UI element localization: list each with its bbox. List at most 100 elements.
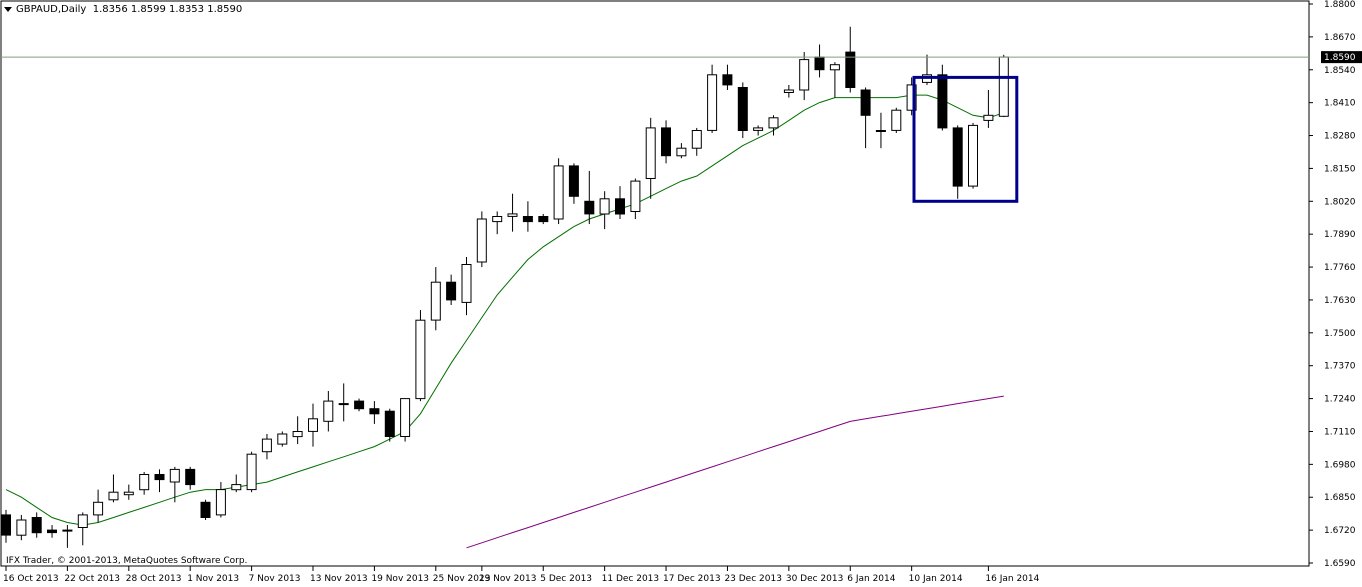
candle-body-bear: [568, 165, 579, 197]
candle: [62, 525, 73, 548]
candle: [553, 158, 564, 225]
y-tick-label: 1.7630: [1324, 296, 1356, 306]
candle-body-bull: [246, 453, 257, 491]
candle-body-bull: [16, 519, 27, 536]
candle: [507, 193, 518, 232]
candle-body-bull: [123, 491, 134, 496]
candle-body-bear: [584, 200, 595, 215]
candle: [261, 434, 272, 460]
y-tick-label: 1.8150: [1324, 164, 1356, 174]
candle: [783, 84, 794, 98]
candle-body-bull: [630, 180, 641, 213]
candle-body-bull: [139, 474, 150, 491]
candle-body-bull: [308, 418, 318, 432]
x-tick-label: 29 Nov 2013: [479, 574, 537, 584]
x-axis: 16 Oct 2013 22 Oct 2013 28 Oct 2013 1 Nov 2…: [3, 566, 1040, 584]
candle-body-bear: [845, 51, 856, 88]
candle-body-bull: [983, 114, 994, 121]
candle: [615, 186, 625, 219]
candles: [1, 26, 1009, 548]
y-tick-label: 1.8540: [1324, 66, 1356, 76]
y-tick-label: 1.8800: [1324, 0, 1356, 10]
x-tick-label: 6 Jan 2014: [847, 574, 895, 584]
candle-body-bull: [645, 127, 656, 179]
candle-body-bear: [200, 501, 211, 518]
candle-body-bull: [292, 431, 303, 438]
y-tick-label: 1.7370: [1324, 362, 1356, 372]
y-tick-label: 1.6720: [1324, 526, 1356, 536]
candle-body-bull: [891, 109, 902, 131]
x-tick-label: 16 Jan 2014: [985, 574, 1039, 584]
candle: [538, 213, 549, 225]
candle: [998, 54, 1009, 118]
candle: [584, 170, 595, 225]
candle-body-bear: [952, 127, 963, 187]
candle: [522, 201, 533, 232]
candle: [768, 115, 779, 136]
candle: [737, 82, 748, 139]
copyright-text: IFX Trader, © 2001-2013, MetaQuotes Soft…: [6, 556, 248, 566]
candle: [1, 509, 11, 543]
candle: [292, 416, 303, 445]
x-tick-label: 17 Dec 2013: [663, 574, 721, 584]
x-tick-label: 11 Dec 2013: [602, 574, 660, 584]
candle-body-bull: [676, 147, 687, 157]
candle: [860, 87, 871, 149]
candle-body-bull: [783, 89, 794, 93]
candle: [983, 90, 994, 128]
candle: [599, 191, 610, 230]
candle: [492, 211, 503, 235]
candle-body-bull: [231, 484, 242, 491]
y-tick-label: 1.8020: [1324, 197, 1356, 207]
candle-body-bull: [476, 218, 487, 263]
candle: [630, 178, 641, 219]
candle: [829, 62, 840, 98]
candle-body-bear: [354, 400, 365, 410]
plot-area: [0, 0, 1310, 567]
x-tick-label: 10 Jan 2014: [909, 574, 963, 584]
x-tick-label: 28 Oct 2013: [126, 574, 182, 584]
x-tick-label: 13 Nov 2013: [310, 574, 368, 584]
highlight-rectangle: [912, 75, 1019, 203]
y-axis: 1.8800 1.8670 1.8540 1.8410 1.8280 1.8150 1.80…: [1309, 0, 1362, 569]
candle: [446, 274, 457, 305]
candle: [722, 64, 733, 90]
candle-body-bear: [369, 408, 380, 415]
candle-body-bear: [154, 474, 165, 481]
candle: [139, 471, 150, 495]
candle-body-bull: [62, 529, 73, 532]
candle: [154, 469, 165, 493]
y-tick-label: 1.7500: [1324, 329, 1356, 339]
symbol-label: GBPAUD,Daily: [16, 4, 87, 15]
candle-body-bear: [1, 514, 11, 536]
candle: [200, 499, 211, 520]
candle-body-bull: [430, 281, 441, 321]
candle-body-bull: [507, 213, 518, 217]
x-tick-label: 30 Dec 2013: [786, 574, 844, 584]
candle: [753, 125, 764, 136]
candle-body-bear: [814, 56, 825, 71]
candle: [691, 127, 702, 156]
current-price-badge: [1321, 51, 1362, 64]
candle-body-bear: [661, 127, 671, 157]
y-tick-label: 1.6590: [1324, 559, 1356, 569]
x-tick-label: 7 Nov 2013: [249, 574, 301, 584]
candle: [93, 489, 104, 523]
candle: [937, 64, 948, 131]
candle-body-bear: [722, 74, 733, 86]
y-tick-label: 1.7240: [1324, 395, 1356, 405]
ohlc-values: 1.8356 1.8599 1.8353 1.8590: [92, 4, 243, 15]
candle: [108, 474, 119, 503]
current-price-label: 1.8590: [1324, 53, 1356, 63]
candle: [875, 112, 886, 149]
x-tick-label: 19 Nov 2013: [371, 574, 429, 584]
candle-body-bull: [691, 130, 702, 149]
dropdown-triangle-icon[interactable]: [4, 6, 12, 12]
candle: [31, 512, 42, 538]
x-tick-label: 5 Dec 2013: [540, 574, 592, 584]
x-tick-label: 22 Oct 2013: [64, 574, 120, 584]
candle: [568, 163, 579, 204]
candle-body-bull: [415, 319, 426, 400]
candle: [476, 211, 487, 268]
